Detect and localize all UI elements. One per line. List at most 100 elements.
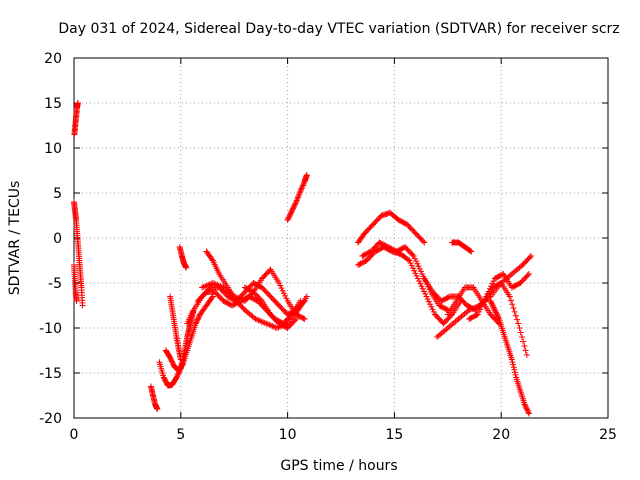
series-arc-n	[284, 172, 310, 223]
data-point	[420, 288, 427, 295]
data-point	[528, 253, 535, 259]
data-point	[276, 280, 283, 286]
grid-lines	[74, 58, 608, 418]
data-point	[420, 238, 427, 245]
data-point	[524, 406, 531, 413]
data-point	[291, 202, 298, 209]
data-point	[173, 374, 180, 381]
data-point	[167, 355, 174, 362]
y-tick-label: -15	[39, 366, 62, 382]
data-point	[277, 282, 284, 289]
y-tick-label: 20	[44, 51, 62, 67]
data-point	[174, 373, 181, 380]
data-point	[208, 256, 215, 263]
data-point	[179, 361, 186, 368]
x-axis-label: GPS time / hours	[280, 458, 397, 474]
data-point	[487, 298, 494, 304]
data-point	[283, 295, 290, 302]
data-point	[489, 280, 496, 287]
data-point	[430, 308, 437, 315]
data-point	[411, 267, 418, 274]
data-point	[515, 320, 522, 327]
data-point	[299, 183, 306, 190]
data-point	[195, 314, 202, 321]
data-point	[419, 285, 426, 292]
data-point	[425, 298, 432, 305]
data-point	[285, 214, 292, 221]
data-point	[405, 256, 412, 263]
data-point	[170, 361, 177, 368]
data-point	[523, 405, 530, 412]
data-point	[417, 268, 424, 275]
data-point	[208, 294, 215, 301]
data-point	[194, 316, 201, 323]
series-arc-l	[199, 266, 308, 322]
data-point	[510, 364, 517, 371]
data-point	[193, 317, 200, 324]
data-point	[521, 343, 528, 349]
data-point	[285, 215, 292, 222]
data-point	[74, 100, 81, 106]
data-point	[298, 186, 305, 193]
data-point	[422, 290, 429, 297]
data-point	[477, 306, 484, 313]
data-point	[297, 188, 304, 195]
data-point	[282, 292, 289, 299]
data-point	[416, 265, 423, 272]
x-tick-label: 5	[176, 427, 185, 443]
y-tick-label: 5	[53, 186, 62, 202]
data-point	[494, 313, 501, 320]
data-point	[524, 407, 531, 414]
data-point	[412, 270, 419, 277]
data-point	[289, 206, 296, 213]
data-point	[290, 204, 297, 211]
data-point	[525, 271, 532, 277]
data-point	[278, 285, 285, 292]
data-point	[407, 260, 414, 267]
series-arc-w	[487, 298, 532, 417]
series-arc-d	[147, 383, 161, 412]
series-arc-f	[162, 293, 216, 374]
data-point	[300, 181, 307, 188]
data-point	[257, 296, 264, 303]
data-point	[483, 293, 490, 300]
y-tick-label: -10	[39, 321, 62, 337]
data-point	[525, 410, 532, 417]
data-point	[514, 316, 521, 323]
data-point	[195, 315, 202, 322]
data-point	[522, 347, 529, 354]
data-point	[520, 338, 527, 345]
data-point	[280, 290, 287, 297]
data-point	[419, 271, 426, 277]
data-point	[417, 280, 424, 287]
x-tick-label: 25	[599, 427, 617, 443]
data-point	[478, 303, 485, 310]
y-tick-label: -20	[39, 411, 62, 427]
data-point	[192, 320, 199, 327]
data-point	[491, 305, 498, 312]
data-point	[406, 257, 413, 264]
data-point	[493, 309, 500, 316]
series-arc-m	[241, 284, 300, 331]
data-point	[298, 185, 305, 192]
data-point	[494, 312, 501, 319]
x-tick-label: 15	[385, 427, 403, 443]
series-arc-o	[355, 209, 428, 246]
data-point	[511, 369, 518, 376]
series-arc-h	[176, 244, 190, 271]
data-point	[522, 402, 529, 409]
data-marks	[71, 100, 535, 417]
data-point	[475, 308, 482, 315]
data-point	[414, 275, 421, 282]
data-point	[443, 306, 450, 313]
data-point	[291, 201, 298, 208]
y-tick-label: 10	[44, 141, 62, 157]
data-point	[174, 371, 181, 378]
data-point	[522, 404, 529, 411]
data-point	[517, 329, 524, 336]
data-point	[288, 209, 295, 216]
data-point	[177, 356, 184, 363]
data-point	[424, 296, 431, 303]
data-point	[409, 251, 416, 258]
data-point	[421, 239, 428, 246]
